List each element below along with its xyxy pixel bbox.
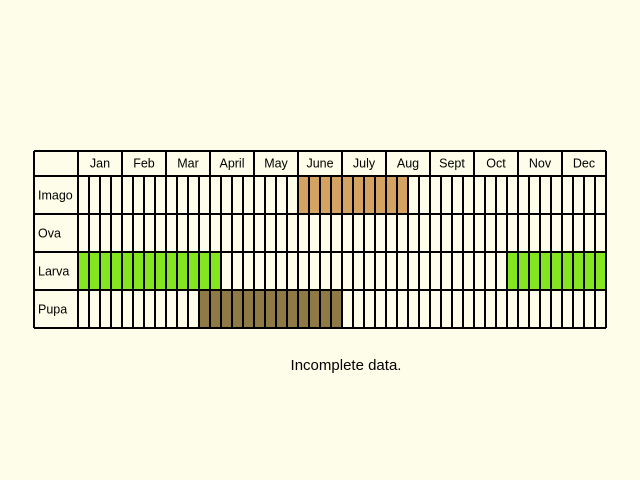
incomplete-data-note: Incomplete data.: [290, 357, 402, 374]
month-label: May: [264, 157, 288, 171]
stage-label-pupa: Pupa: [38, 303, 67, 317]
month-label: Nov: [529, 157, 552, 171]
month-label: Sept: [439, 157, 465, 171]
stage-label-ova: Ova: [38, 227, 61, 241]
month-label: Feb: [133, 157, 155, 171]
month-label: April: [219, 157, 244, 171]
month-label: Dec: [573, 157, 595, 171]
month-label: Mar: [177, 157, 199, 171]
stage-span-larva-1: [507, 252, 606, 290]
stage-span-pupa-0: [199, 290, 342, 328]
month-label: July: [353, 157, 376, 171]
stage-span-larva-0: [78, 252, 221, 290]
table-labels: Jan Feb Mar April May June July Aug Sept Oct Nov De…: [38, 157, 595, 317]
month-label: Aug: [397, 157, 419, 171]
month-label: June: [306, 157, 333, 171]
grid-lines: [33, 150, 607, 329]
month-label: Jan: [90, 157, 110, 171]
month-label: Oct: [486, 157, 506, 171]
stage-label-imago: Imago: [38, 189, 73, 203]
stage-label-larva: Larva: [38, 265, 69, 279]
